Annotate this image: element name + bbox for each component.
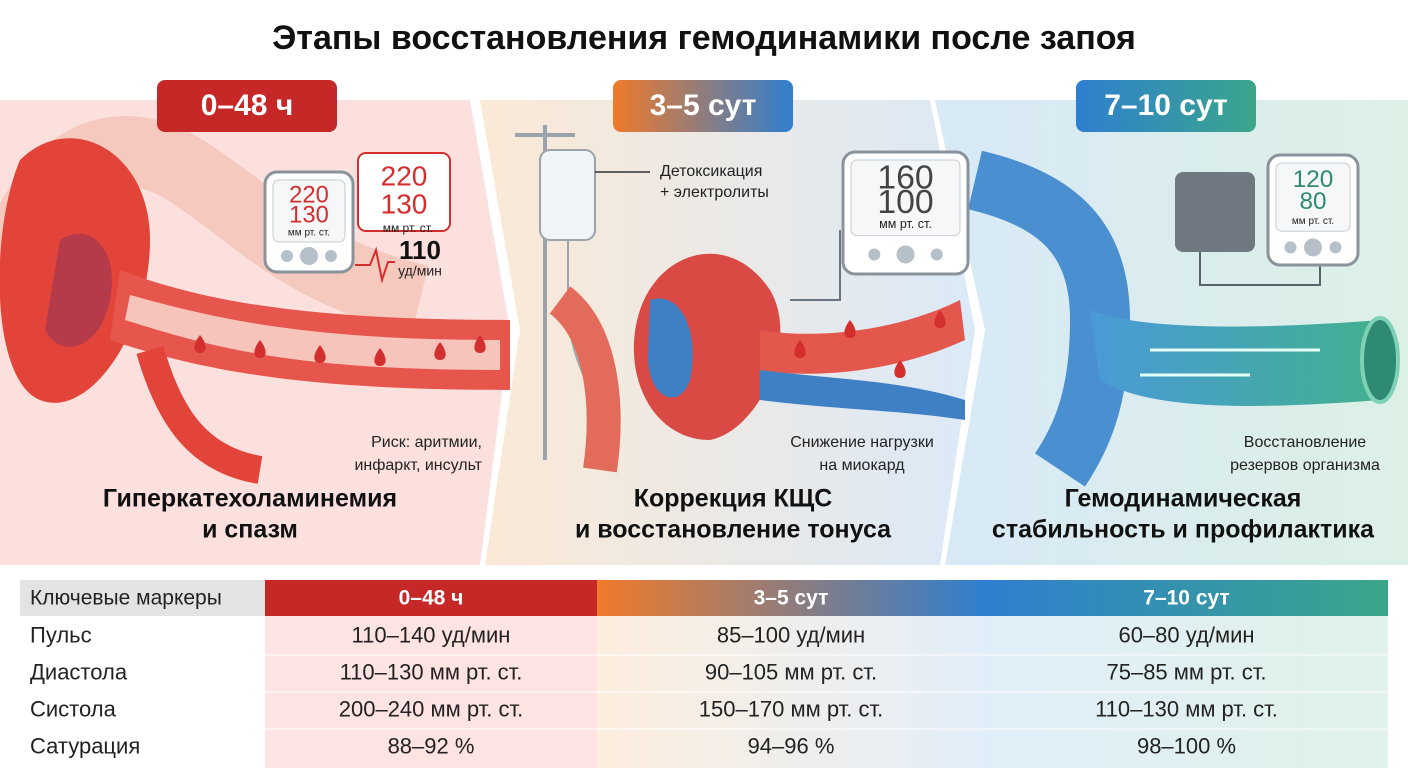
- blood-drop: [934, 310, 946, 328]
- blood-drop: [194, 335, 206, 353]
- pulse-wave: [355, 246, 395, 284]
- stage-badge-text: 3–5 сут: [650, 89, 757, 122]
- monitor-diastolic: 130: [289, 201, 329, 228]
- table-cell: 88–92 %: [388, 733, 475, 758]
- readout-systolic: 220: [381, 160, 428, 191]
- stage-badge: [613, 80, 793, 132]
- blood-drop: [794, 340, 806, 358]
- stage-note: на миокард: [819, 457, 905, 474]
- blood-drop: [374, 348, 386, 366]
- title: Этапы восстановления гемодинамики после …: [272, 19, 1136, 57]
- stage-badge-text: 0–48 ч: [201, 89, 294, 122]
- table-cell: 150–170 мм рт. ст.: [699, 696, 884, 721]
- table-cell: 75–85 мм рт. ст.: [1106, 659, 1266, 684]
- monitor-systolic: 220: [289, 181, 329, 208]
- stage-note: Снижение нагрузки: [790, 434, 934, 451]
- monitor-button: [868, 248, 881, 261]
- stage-badge: [157, 80, 337, 132]
- blood-drop: [434, 342, 446, 360]
- stage-note: Риск: аритмии,: [371, 434, 482, 451]
- stage-note: инфаркт, инсульт: [354, 457, 482, 474]
- table-cell: 110–130 мм рт. ст.: [1095, 696, 1278, 721]
- monitor-unit: мм рт. ст.: [879, 217, 932, 231]
- table-cell: Пульс: [30, 622, 92, 647]
- table-header-cell: [985, 580, 1388, 616]
- monitor-button: [325, 250, 337, 262]
- monitor-button: [281, 250, 293, 262]
- illustration-2: [515, 125, 965, 473]
- blood-drop: [844, 320, 856, 338]
- monitor-button: [896, 245, 915, 264]
- readout-unit: мм рт. ст.: [383, 221, 434, 235]
- table-header: Ключевые маркеры: [30, 587, 222, 610]
- monitor-button: [930, 248, 943, 261]
- stage-label: Детоксикация: [660, 163, 762, 180]
- monitor-diastolic: 100: [877, 183, 933, 221]
- blood-drop: [474, 335, 486, 353]
- table-cell: 98–100 %: [1137, 733, 1236, 758]
- stage-caption: и спазм: [202, 516, 298, 544]
- readout-diastolic: 130: [381, 188, 428, 219]
- table-cell: Систола: [30, 696, 117, 721]
- table-header-cell: [597, 580, 985, 616]
- table-header-cell: [20, 580, 265, 616]
- monitor-systolic: 160: [877, 158, 933, 196]
- stage-badge-text: 7–10 сут: [1104, 89, 1228, 122]
- table-header-cell: [265, 580, 597, 616]
- table-header: 0–48 ч: [399, 587, 464, 610]
- monitor-unit: мм рт. ст.: [1292, 216, 1334, 227]
- monitor-button: [1284, 241, 1297, 254]
- stage-note: резервов организма: [1230, 457, 1380, 474]
- monitor-button: [1304, 238, 1322, 257]
- stage-badge: [1076, 80, 1256, 132]
- stage-caption: Гиперкатехоламинемия: [103, 485, 397, 513]
- stage-label: + электролиты: [660, 184, 769, 201]
- monitor-screen: [1275, 162, 1351, 232]
- stage-caption: Коррекция КЩС: [634, 485, 833, 513]
- stage-caption: стабильность и профилактика: [992, 516, 1375, 544]
- table-cell: Диастола: [30, 659, 128, 684]
- table-cell: 200–240 мм рт. ст.: [339, 696, 524, 721]
- table-cell: 110–130 мм рт. ст.: [340, 659, 523, 684]
- monitor-button: [1329, 241, 1342, 254]
- readout-box: [357, 152, 451, 232]
- table-cell: Сатурация: [30, 733, 140, 758]
- table-header: 3–5 сут: [754, 587, 829, 610]
- table-cell: 94–96 %: [748, 733, 835, 758]
- stage-note: Восстановление: [1244, 434, 1366, 451]
- monitor-systolic: 120: [1293, 166, 1334, 193]
- blood-drop: [254, 340, 266, 358]
- monitor-diastolic: 80: [1299, 188, 1326, 215]
- monitor-button: [300, 247, 318, 265]
- table-cell: 85–100 уд/мин: [717, 622, 865, 647]
- monitor-screen: [272, 179, 346, 243]
- table-cell: 110–140 уд/мин: [352, 622, 511, 647]
- blood-drop: [894, 360, 906, 378]
- blood-drop: [314, 345, 326, 363]
- table-header: 7–10 сут: [1143, 587, 1229, 610]
- stage-caption: и восстановление тонуса: [575, 516, 892, 544]
- readout-pulse-unit: уд/мин: [398, 263, 442, 279]
- table-cell: 60–80 уд/мин: [1118, 622, 1254, 647]
- monitor-screen: [850, 159, 961, 237]
- monitor-unit: мм рт. ст.: [288, 228, 330, 239]
- stage-caption: Гемодинамическая: [1065, 485, 1302, 513]
- readout-pulse: 110: [399, 235, 441, 265]
- table-cell: 90–105 мм рт. ст.: [705, 659, 877, 684]
- illustration-3: [967, 150, 1400, 487]
